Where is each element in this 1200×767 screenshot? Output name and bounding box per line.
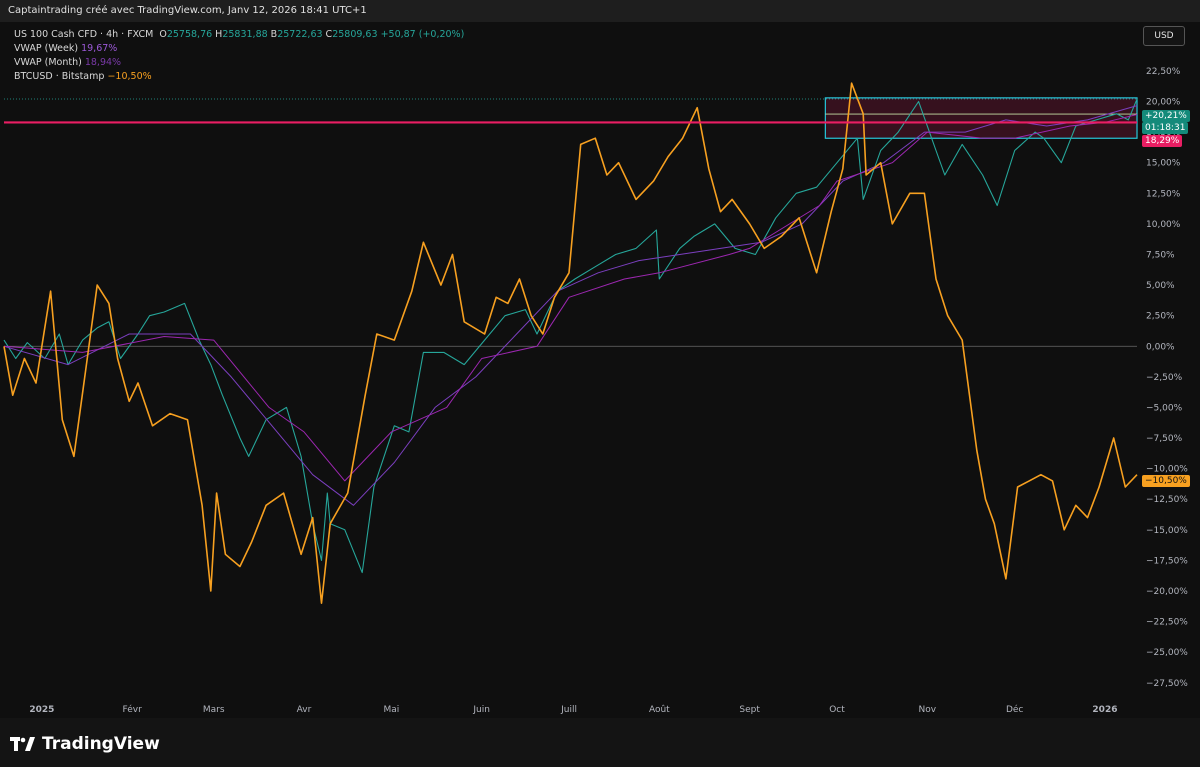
legend-symbol: US 100 Cash CFD · 4h · FXCM xyxy=(14,29,154,40)
y-tick-label: −22,50% xyxy=(1146,618,1188,628)
x-tick-label: Sept xyxy=(739,705,760,715)
y-tick-label: −17,50% xyxy=(1146,556,1188,566)
badge-countdown: 01:18:31 xyxy=(1142,122,1189,134)
y-tick-label: −27,50% xyxy=(1146,679,1188,689)
y-tick-label: 12,50% xyxy=(1146,189,1181,199)
y-tick-label: 5,00% xyxy=(1146,281,1175,291)
legend-ohlc-value: 25809,63 xyxy=(332,29,378,40)
badge-nas-pct: +20,21% xyxy=(1142,110,1190,122)
y-tick-label: 20,00% xyxy=(1146,98,1181,108)
x-tick-label: Févr xyxy=(123,704,143,715)
series-vwap-month-line xyxy=(3,114,1138,482)
zone-box xyxy=(824,97,1138,139)
x-tick-label: Nov xyxy=(919,705,937,715)
legend-row-btc: BTCUSD · Bitstamp −10,50% xyxy=(14,70,464,84)
legend: US 100 Cash CFD · 4h · FXCM O25758,76 H25… xyxy=(14,28,464,84)
legend-row-vwap-week: VWAP (Week) 19,67% xyxy=(14,42,464,56)
x-tick-label: Juill xyxy=(560,705,577,715)
watermark-header: Captaintrading créé avec TradingView.com… xyxy=(0,0,1200,22)
legend-btc-value: −10,50% xyxy=(107,71,152,82)
legend-ohlc-key: O xyxy=(159,29,167,40)
legend-ohlc-key: H xyxy=(215,29,223,40)
currency-button[interactable]: USD xyxy=(1143,26,1185,46)
x-tick-label: Avr xyxy=(297,705,312,715)
y-tick-label: 15,00% xyxy=(1146,159,1181,169)
series-nasdaq-line xyxy=(3,98,1138,574)
legend-vwap-month-label: VWAP (Month) xyxy=(14,57,82,68)
y-tick-label: 10,00% xyxy=(1146,220,1181,230)
tradingview-logo[interactable]: TradingView xyxy=(10,734,160,754)
y-tick-label: −25,00% xyxy=(1146,648,1188,658)
x-tick-label: 2025 xyxy=(29,705,54,715)
chart-pane[interactable]: 25,00%22,50%20,00%17,50%15,00%12,50%10,0… xyxy=(0,22,1200,718)
legend-vwap-week-label: VWAP (Week) xyxy=(14,43,79,54)
x-tick-label: Mars xyxy=(203,705,225,715)
y-tick-label: −20,00% xyxy=(1146,587,1188,597)
brand-name: TradingView xyxy=(42,734,160,754)
badge-line-pct: 18,29% xyxy=(1142,135,1183,147)
x-tick-label: Oct xyxy=(829,705,845,715)
y-tick-label: −12,50% xyxy=(1146,495,1188,505)
series-vwap-week-line xyxy=(3,105,1138,506)
y-tick-label: 7,50% xyxy=(1146,250,1175,260)
series-btc-line xyxy=(3,82,1138,605)
y-tick-label: 2,50% xyxy=(1146,312,1175,322)
x-tick-label: Août xyxy=(649,705,670,715)
x-tick-label: Mai xyxy=(383,705,399,715)
y-tick-label: 22,50% xyxy=(1146,67,1181,77)
legend-row-symbol: US 100 Cash CFD · 4h · FXCM O25758,76 H25… xyxy=(14,28,464,42)
chart-svg[interactable]: 25,00%22,50%20,00%17,50%15,00%12,50%10,0… xyxy=(0,22,1200,718)
legend-ohlc-key: B xyxy=(270,29,278,40)
legend-ohlc-value: 25758,76 xyxy=(166,29,213,40)
footer: TradingView xyxy=(0,718,1200,767)
x-tick-label: Déc xyxy=(1006,704,1023,715)
legend-ohlc-key: C xyxy=(325,29,333,40)
y-tick-label: −15,00% xyxy=(1146,526,1188,536)
legend-row-vwap-month: VWAP (Month) 18,94% xyxy=(14,56,464,70)
y-tick-label: −10,00% xyxy=(1146,465,1188,475)
header-title: Captaintrading créé avec TradingView.com… xyxy=(8,5,367,16)
legend-change: +50,87 (+0,20%) xyxy=(380,29,465,40)
y-tick-label: 0,00% xyxy=(1146,342,1175,352)
x-tick-label: 2026 xyxy=(1092,705,1117,715)
legend-ohlc-value: 25831,88 xyxy=(222,29,268,40)
badge-btc-pct: −10,50% xyxy=(1142,475,1190,487)
y-tick-label: −7,50% xyxy=(1146,434,1183,444)
legend-btc-label: BTCUSD · Bitstamp xyxy=(14,71,105,82)
legend-vwap-month-value: 18,94% xyxy=(84,57,122,68)
x-tick-label: Juin xyxy=(472,705,490,715)
y-tick-label: −5,00% xyxy=(1146,403,1183,413)
tradingview-logo-icon xyxy=(10,737,35,751)
legend-ohlc-value: 25722,63 xyxy=(277,29,323,40)
y-tick-label: −2,50% xyxy=(1146,373,1183,383)
legend-vwap-week-value: 19,67% xyxy=(81,43,118,54)
legend-ohlc: O25758,76 H25831,88 B25722,63 C25809,63 xyxy=(156,29,380,40)
